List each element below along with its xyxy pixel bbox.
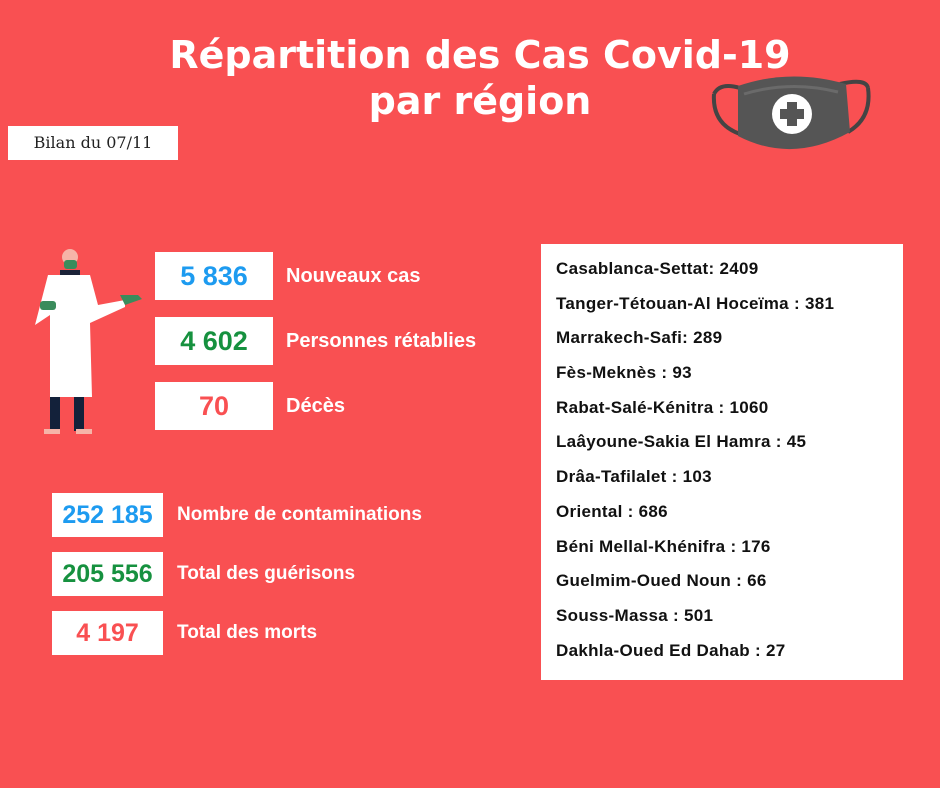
region-item: Dakhla-Oued Ed Dahab : 27 (556, 640, 786, 660)
region-item: Marrakech-Safi: 289 (556, 328, 723, 348)
total-cases-label: Nombre de contaminations (177, 504, 422, 525)
regions-list: Casablanca-Settat: 2409 Tanger-Tétouan-A… (541, 244, 903, 680)
total-deaths-label: Total des morts (177, 622, 318, 643)
medical-mask-plus-icon (711, 76, 871, 150)
total-recovered-label: Total des guérisons (177, 563, 356, 584)
region-item: Oriental : 686 (556, 501, 668, 521)
region-item: Laâyoune-Sakia El Hamra : 45 (556, 432, 807, 452)
deaths-label: Décès (286, 395, 345, 417)
deaths-value: 70 (155, 382, 273, 430)
total-recovered-value: 205 556 (52, 552, 163, 596)
date-badge: Bilan du 07/11 (8, 126, 178, 160)
doctor-illustration (35, 249, 142, 434)
region-item: Souss-Massa : 501 (556, 605, 714, 625)
recovered-value: 4 602 (155, 317, 273, 365)
new-cases-value: 5 836 (155, 252, 273, 300)
new-cases-label: Nouveaux cas (286, 265, 421, 287)
total-deaths-value: 4 197 (52, 611, 163, 655)
region-item: Tanger-Tétouan-Al Hoceïma : 381 (556, 293, 835, 313)
title-line-1: Répartition des Cas Covid-19 (169, 33, 791, 77)
region-item: Casablanca-Settat: 2409 (556, 259, 759, 278)
region-item: Béni Mellal-Khénifra : 176 (556, 536, 771, 556)
total-cases-value: 252 185 (52, 493, 163, 537)
recovered-label: Personnes rétablies (286, 330, 477, 352)
region-item: Fès-Meknès : 93 (556, 363, 692, 383)
region-item: Rabat-Salé-Kénitra : 1060 (556, 397, 769, 417)
region-item: Drâa-Tafilalet : 103 (556, 467, 712, 487)
region-item: Guelmim-Oued Noun : 66 (556, 571, 767, 591)
title-line-2: par région (368, 79, 592, 123)
